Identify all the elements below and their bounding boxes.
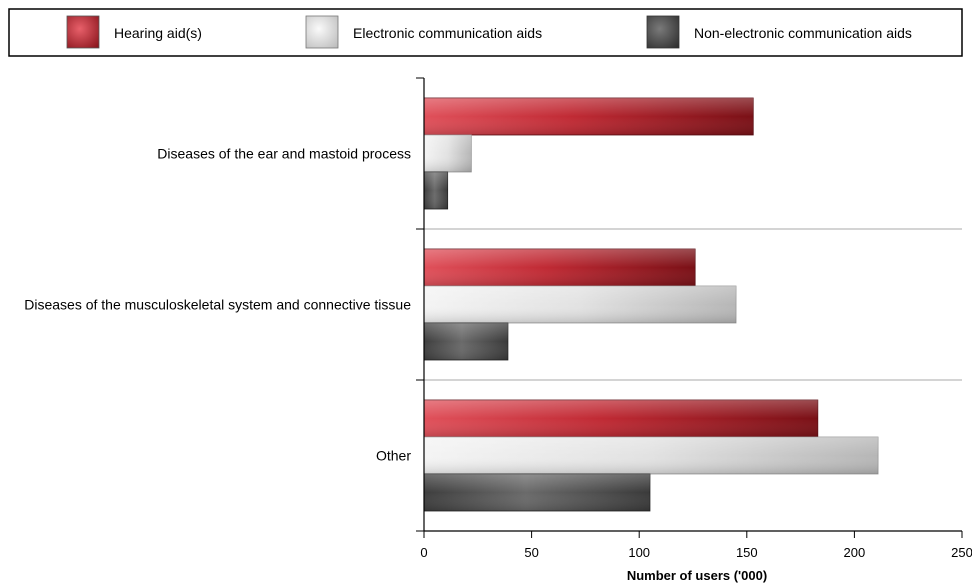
legend-swatch-hearing-aids [66,15,100,49]
x-tick-label-50: 50 [524,545,538,560]
category-labels: Diseases of the ear and mastoid process D… [24,146,411,464]
x-tick-label-150: 150 [736,545,758,560]
bar-sheen [424,286,737,323]
x-tick-label-200: 200 [844,545,866,560]
legend-swatch-electronic-communication-aids [305,15,339,49]
legend-swatch-non-electronic-communication-aids [646,15,680,49]
legend-label-non-electronic-communication-aids: Non-electronic communication aids [694,25,912,41]
bar-sheen [424,135,472,172]
bar-sheen [424,249,696,286]
x-tick-label-250: 250 [951,545,972,560]
x-tick-label-0: 0 [420,545,427,560]
legend-box [8,8,963,57]
bar-sheen [424,474,650,511]
bar-sheen [424,98,754,135]
bar-sheen [424,323,508,360]
bar-sheen [424,437,879,474]
category-label-2: Diseases of the musculoskeletal system a… [24,297,411,313]
category-label-1: Diseases of the ear and mastoid process [157,146,411,162]
plot-area: 0 50 100 150 200 250 Diseases of the ear and … [24,77,972,583]
x-axis-ticks: 0 50 100 150 200 250 [420,531,972,560]
legend: Hearing aid(s) Electronic communication … [8,8,963,57]
category-separators [424,228,962,381]
y-axis-ticks [416,77,424,532]
bar-sheen [424,400,818,437]
bars [423,97,879,512]
legend-label-hearing-aids: Hearing aid(s) [114,25,202,41]
bar-sheen [424,172,448,209]
legend-label-electronic-communication-aids: Electronic communication aids [353,25,542,41]
category-label-3: Other [376,448,411,464]
x-axis-title: Number of users ('000) [627,568,767,583]
x-tick-label-100: 100 [628,545,650,560]
